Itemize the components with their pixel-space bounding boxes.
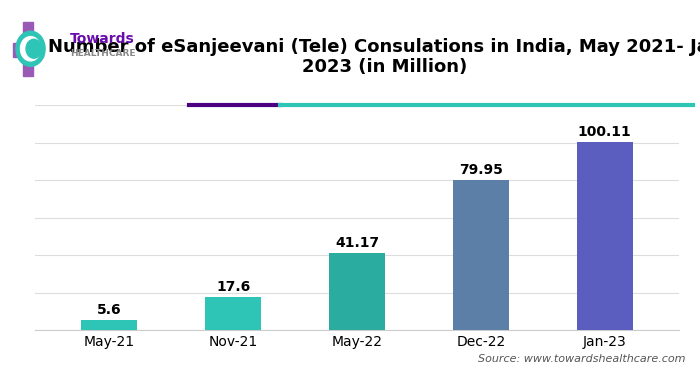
Text: 41.17: 41.17 [335,236,379,250]
Circle shape [26,39,42,58]
Bar [22,22,33,76]
Bar [453,180,509,330]
Text: 100.11: 100.11 [578,126,631,140]
Circle shape [16,31,45,66]
Text: Source: www.towardshealthcare.com: Source: www.towardshealthcare.com [479,354,686,364]
Text: Towards: Towards [70,32,134,46]
Text: 79.95: 79.95 [459,163,503,177]
Text: Number of eSanjeevani (Tele) Consulations in India, May 2021- Jan
2023 (in Milli: Number of eSanjeevani (Tele) Consulation… [48,38,700,76]
Text: HEALTHCARE: HEALTHCARE [70,49,136,58]
Bar [81,320,137,330]
Text: 5.6: 5.6 [97,303,122,316]
Bar [205,297,261,330]
Bar [577,142,633,330]
Bar [13,44,43,57]
Bar [329,253,385,330]
Text: 17.6: 17.6 [216,280,251,294]
Circle shape [20,37,41,61]
